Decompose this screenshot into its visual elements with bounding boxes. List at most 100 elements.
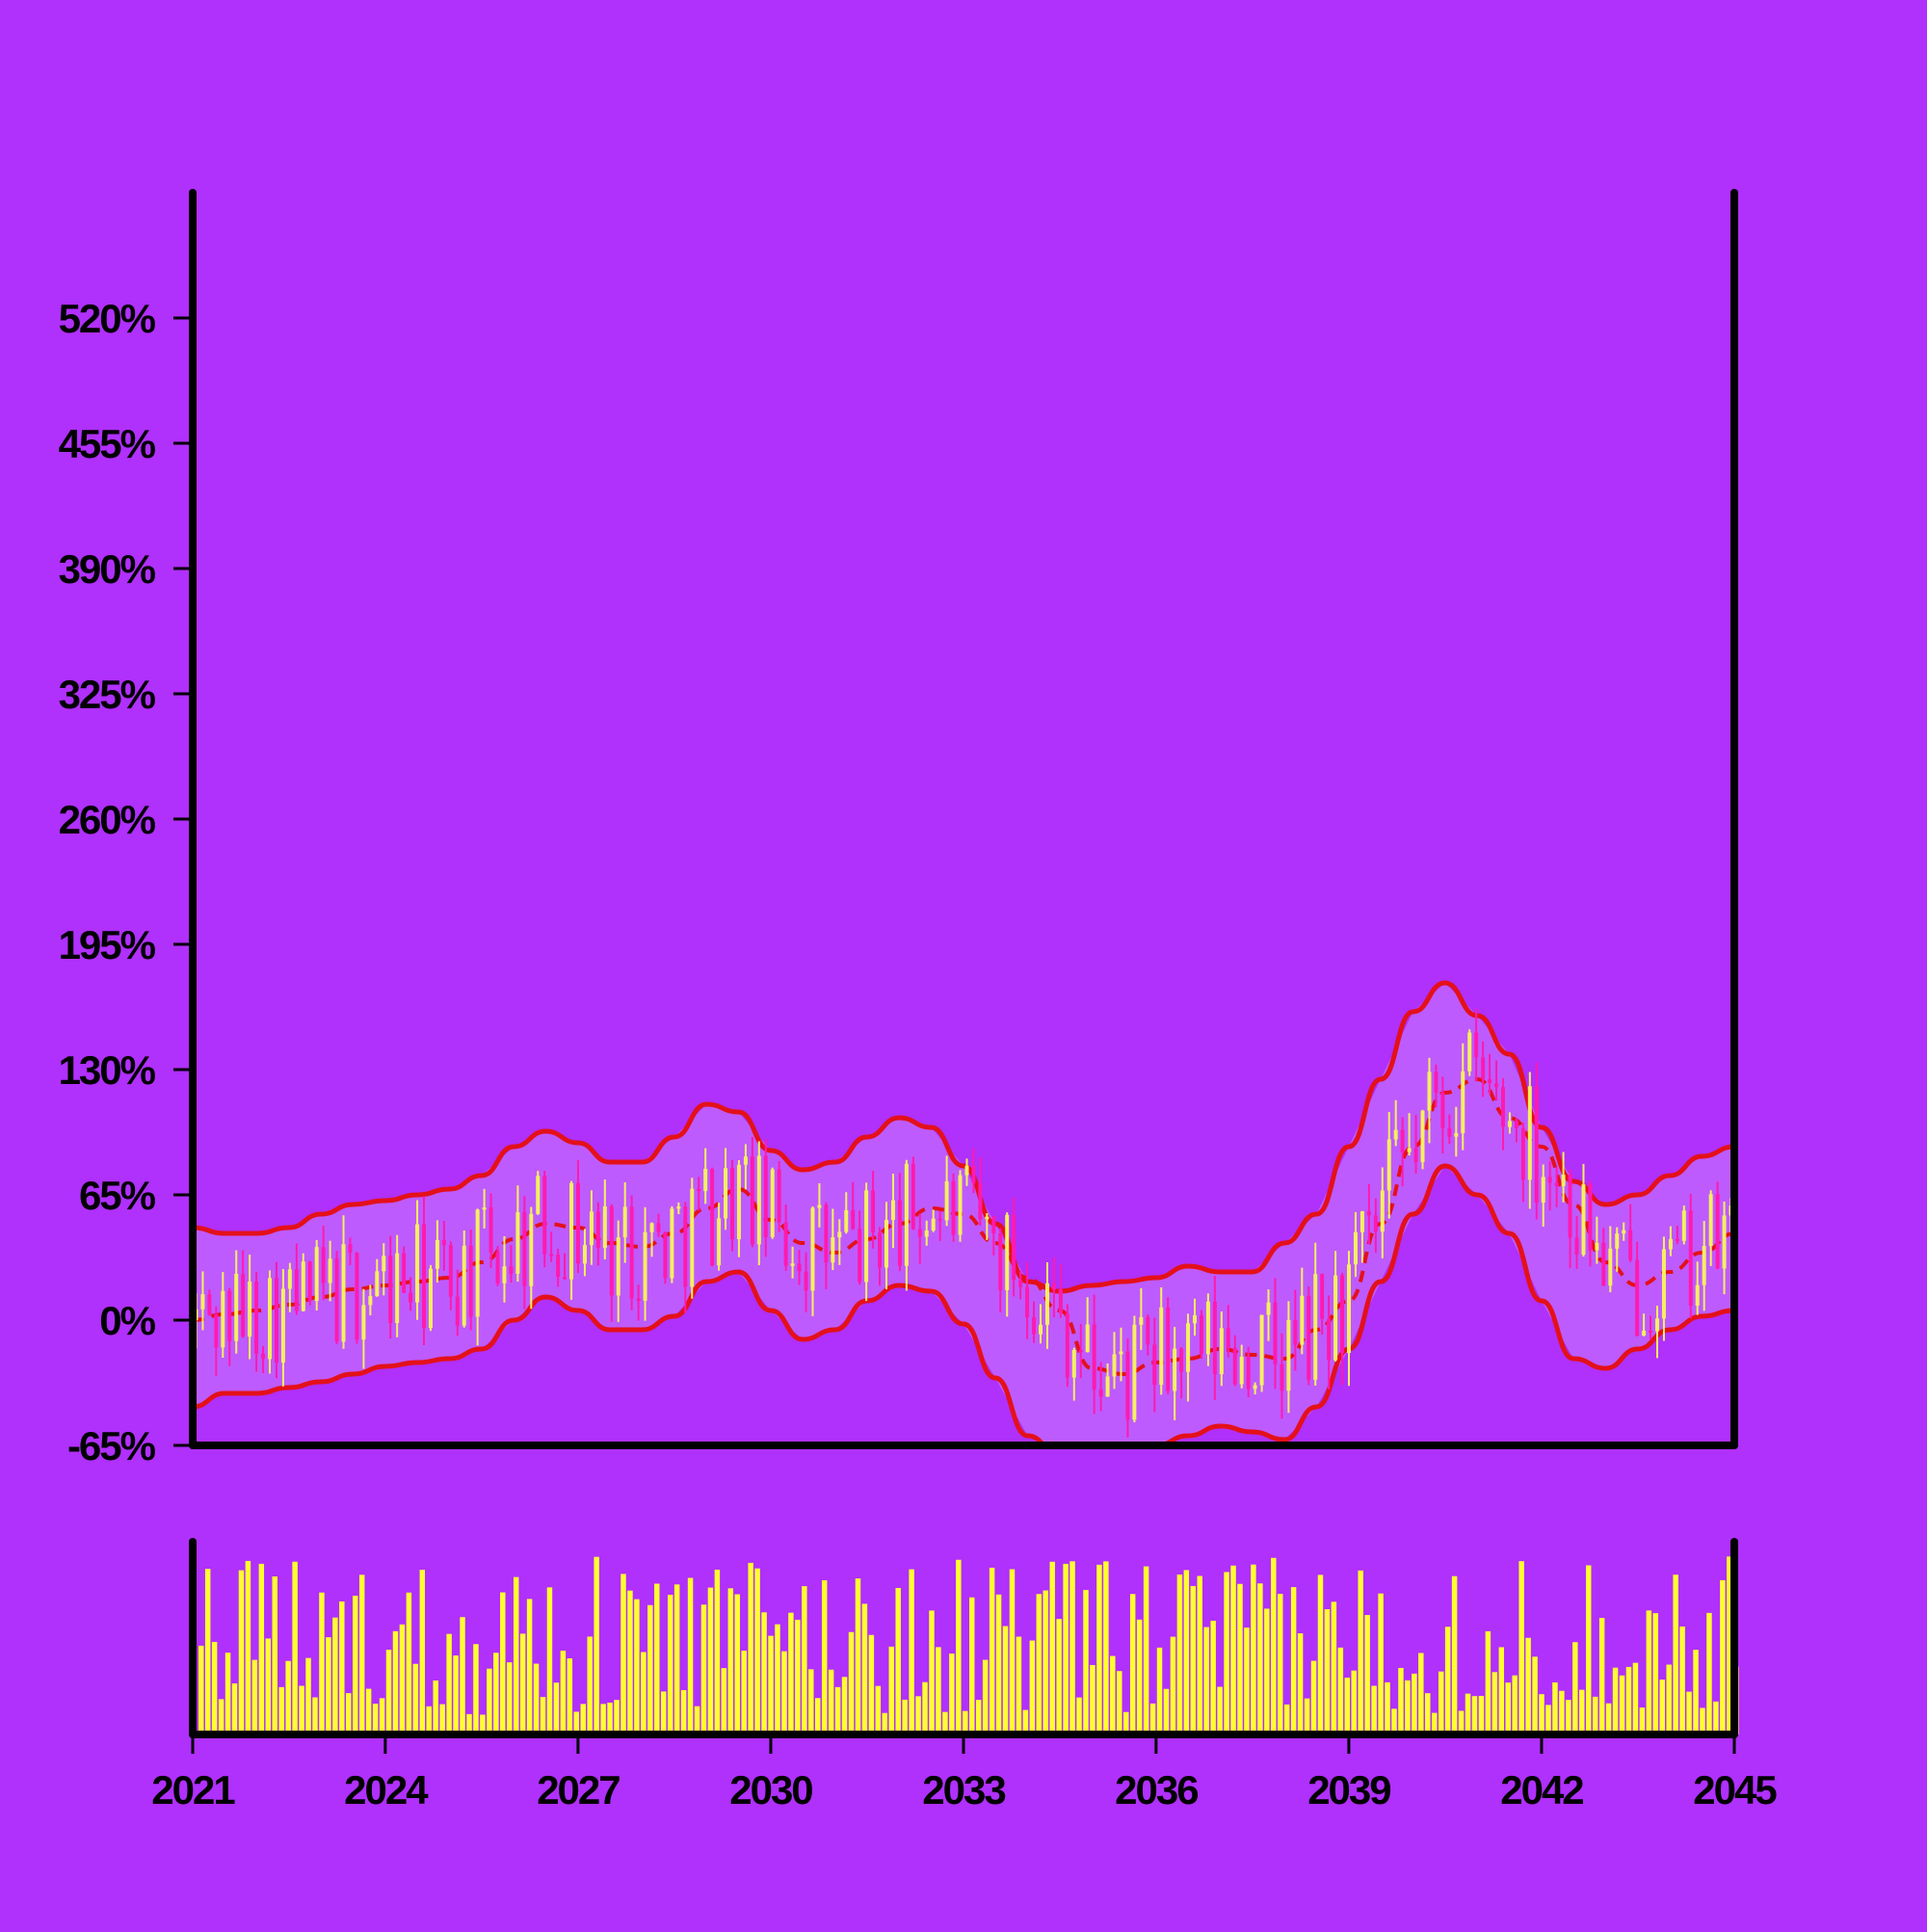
volume-bar bbox=[587, 1636, 593, 1734]
candle-up bbox=[395, 1253, 400, 1324]
candle-up bbox=[924, 1231, 929, 1237]
candle-down bbox=[495, 1252, 500, 1284]
volume-bar bbox=[1471, 1696, 1478, 1734]
candle-down bbox=[509, 1266, 514, 1274]
candle-down bbox=[1488, 1078, 1492, 1084]
candle-up bbox=[1561, 1175, 1566, 1186]
candle-down bbox=[1065, 1312, 1069, 1378]
candle-up bbox=[529, 1213, 534, 1286]
volume-bar bbox=[1056, 1619, 1062, 1734]
volume-bar bbox=[433, 1681, 438, 1734]
volume-bar bbox=[673, 1584, 680, 1734]
axes bbox=[189, 189, 1738, 1738]
candle-up bbox=[482, 1207, 487, 1210]
volume-bar bbox=[1358, 1570, 1363, 1734]
candle-up bbox=[958, 1175, 963, 1235]
volume-bar bbox=[1679, 1626, 1685, 1734]
volume-bar bbox=[446, 1633, 452, 1734]
candle-down bbox=[1373, 1215, 1378, 1232]
candle-down bbox=[576, 1182, 580, 1264]
candle-up bbox=[931, 1218, 936, 1231]
candle-up bbox=[569, 1182, 574, 1280]
volume-bar bbox=[1666, 1664, 1672, 1734]
volume-bar bbox=[929, 1610, 935, 1734]
candle-down bbox=[1051, 1283, 1056, 1290]
volume-bar bbox=[1324, 1609, 1331, 1734]
volume-bar bbox=[1049, 1561, 1055, 1734]
volume-bar bbox=[1278, 1594, 1283, 1734]
candle-down bbox=[951, 1180, 956, 1235]
candle-down bbox=[214, 1314, 219, 1348]
candle-up bbox=[884, 1220, 888, 1268]
candle-down bbox=[402, 1253, 407, 1293]
volume-bar bbox=[1391, 1708, 1397, 1734]
volume-bar bbox=[795, 1619, 801, 1734]
candle-down bbox=[978, 1182, 983, 1220]
candle-up bbox=[810, 1207, 815, 1291]
volume-bar bbox=[949, 1653, 955, 1734]
candle-down bbox=[1125, 1351, 1130, 1420]
candle-up bbox=[589, 1211, 594, 1246]
volume-bar bbox=[1069, 1561, 1075, 1734]
candle-up bbox=[1655, 1318, 1659, 1332]
volume-bar bbox=[1572, 1642, 1578, 1734]
x-tick-label: 2042 bbox=[1500, 1767, 1583, 1813]
volume-bar bbox=[942, 1711, 948, 1734]
volume-bar bbox=[868, 1634, 875, 1734]
volume-bar bbox=[453, 1655, 459, 1734]
candle-down bbox=[1574, 1237, 1579, 1256]
candle-up bbox=[1139, 1316, 1144, 1325]
candle-up bbox=[234, 1273, 239, 1341]
candle-up bbox=[670, 1208, 674, 1279]
volume-bar bbox=[1203, 1627, 1209, 1734]
volume-bar bbox=[231, 1682, 238, 1734]
volume-bar bbox=[1271, 1557, 1277, 1734]
volume-bar bbox=[1217, 1686, 1223, 1734]
volume-bar bbox=[815, 1698, 821, 1734]
volume-bar bbox=[1632, 1662, 1639, 1734]
candle-up bbox=[1159, 1307, 1164, 1386]
y-tick-label: 65% bbox=[79, 1173, 156, 1218]
volume-bar bbox=[560, 1651, 567, 1734]
candle-up bbox=[1085, 1324, 1090, 1353]
volume-bar bbox=[372, 1704, 379, 1734]
candle-down bbox=[207, 1294, 212, 1315]
candle-up bbox=[536, 1176, 541, 1214]
volume-bar bbox=[1029, 1640, 1036, 1734]
candle-down bbox=[1166, 1307, 1171, 1391]
volume-bar bbox=[1552, 1681, 1558, 1734]
candle-up bbox=[1039, 1324, 1043, 1335]
candle-up bbox=[790, 1263, 795, 1266]
candle-down bbox=[1146, 1316, 1150, 1345]
volume-bar bbox=[1706, 1612, 1712, 1734]
volume-bar bbox=[507, 1662, 513, 1734]
candle-up bbox=[1541, 1177, 1545, 1204]
volume-bar bbox=[553, 1682, 560, 1734]
volume-bar bbox=[385, 1650, 392, 1734]
y-tick-label: 390% bbox=[59, 546, 156, 592]
candle-down bbox=[1547, 1177, 1552, 1183]
candle-down bbox=[241, 1273, 246, 1337]
candle-up bbox=[1313, 1274, 1318, 1380]
volume-bar bbox=[326, 1637, 331, 1734]
candle-up bbox=[1286, 1319, 1291, 1391]
band-upper-line bbox=[193, 980, 1734, 1294]
x-tick-label: 2021 bbox=[151, 1767, 235, 1813]
volume-bar bbox=[1110, 1655, 1116, 1734]
candle-down bbox=[1649, 1331, 1653, 1334]
volume-bar bbox=[834, 1686, 841, 1734]
volume-bar bbox=[1043, 1590, 1048, 1734]
volume-bar bbox=[882, 1712, 888, 1734]
volume-bar bbox=[641, 1652, 647, 1734]
candle-down bbox=[998, 1232, 1003, 1290]
volume-bar bbox=[573, 1711, 580, 1734]
candle-down bbox=[663, 1231, 668, 1279]
x-tick-label: 2027 bbox=[537, 1767, 620, 1813]
candle-down bbox=[448, 1245, 453, 1297]
volume-bar bbox=[1170, 1636, 1176, 1734]
candle-down bbox=[824, 1204, 829, 1263]
volume-bar bbox=[272, 1576, 277, 1734]
candle-down bbox=[1440, 1092, 1445, 1128]
candle-up bbox=[1427, 1072, 1432, 1111]
volume-bar bbox=[245, 1560, 251, 1734]
